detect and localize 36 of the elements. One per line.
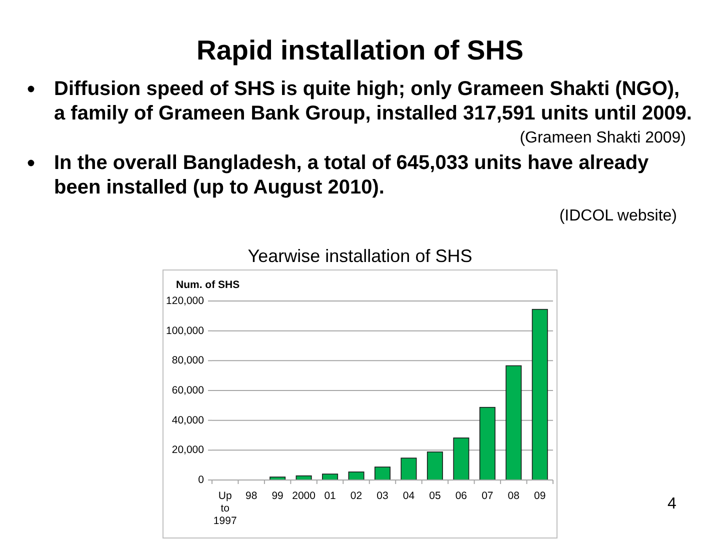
x-tick-label: 99 [272, 490, 284, 502]
bar [479, 406, 496, 480]
x-tick-label: 04 [402, 490, 415, 502]
bar [374, 466, 391, 480]
x-tick-label: 02 [350, 490, 362, 502]
x-tick-label: 01 [324, 490, 336, 502]
x-tick-label: 2000 [292, 490, 316, 502]
text: (IDCOL website) [559, 208, 677, 224]
y-tick-label: 0 [198, 474, 204, 486]
bar [532, 308, 548, 480]
chart-title: Rapid installation of SHS [196, 34, 524, 66]
text: Diffusion speed of SHS is quite high; only Grameen Shakti (NGO), a family of Grameen Bank Group, installed 317,591 units until 2009. [54, 78, 692, 124]
y-tick-label: 40,000 [172, 414, 204, 426]
bar [506, 365, 522, 480]
text: In the overall Bangladesh, a total of 645,033 units have already been installed (up to August 2010). [54, 152, 650, 198]
bar [453, 438, 470, 480]
chart-subtitle: Yearwise installation of SHS [248, 246, 472, 266]
x-tick-label: 07 [482, 490, 494, 502]
y-tick-label: 100,000 [166, 324, 204, 337]
bar [400, 458, 417, 480]
y-tick-label: 120,000 [166, 295, 204, 307]
y-tick-label: 80,000 [172, 354, 204, 367]
y-tick-label: 20,000 [172, 444, 204, 456]
x-tick-label: Up to 1997 [213, 490, 237, 527]
x-tick-label: 08 [508, 490, 520, 502]
x-tick-label: 05 [429, 490, 441, 502]
x-tick-label: 98 [246, 490, 258, 502]
y-axis-title: Num. of SHS [176, 279, 240, 291]
x-tick-label: 09 [534, 490, 546, 502]
text: (Grameen Shakti 2009) [520, 130, 686, 146]
bar [426, 452, 443, 480]
y-tick-label: 60,000 [172, 384, 204, 396]
bar [348, 472, 364, 480]
x-tick-label: 03 [376, 490, 388, 502]
text: 4 [668, 496, 677, 512]
x-tick-label: 06 [455, 490, 468, 502]
